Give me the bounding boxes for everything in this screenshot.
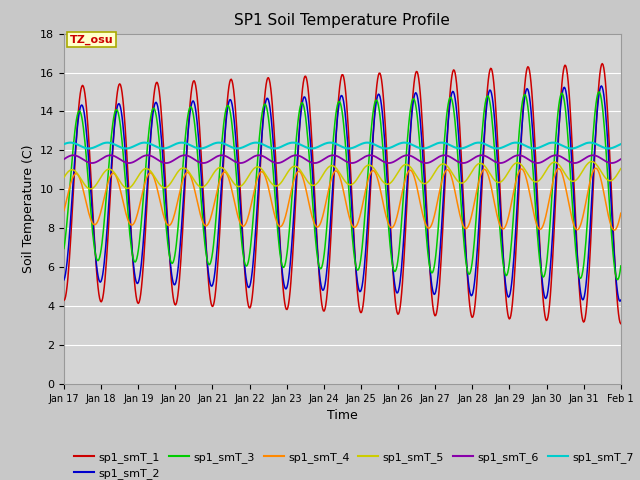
sp1_smT_5 — [428, 175, 435, 181]
sp1_smT_4 — [127, 222, 135, 228]
sp1_smT_4 — [617, 210, 625, 216]
sp1_smT_3 — [70, 136, 78, 142]
Legend: sp1_smT_1, sp1_smT_2, sp1_smT_3, sp1_smT_4, sp1_smT_5, sp1_smT_6, sp1_smT_7: sp1_smT_1, sp1_smT_2, sp1_smT_3, sp1_smT… — [70, 447, 638, 480]
sp1_smT_6 — [128, 160, 136, 166]
sp1_smT_7 — [70, 140, 78, 146]
sp1_smT_2 — [426, 269, 434, 275]
sp1_smT_4 — [60, 208, 68, 214]
sp1_smT_7 — [178, 140, 186, 145]
sp1_smT_7 — [127, 144, 135, 150]
sp1_smT_2 — [60, 277, 68, 283]
sp1_smT_5 — [214, 165, 222, 171]
Text: TZ_osu: TZ_osu — [70, 35, 113, 45]
sp1_smT_6 — [411, 155, 419, 161]
sp1_smT_1 — [410, 80, 418, 86]
sp1_smT_3 — [595, 89, 603, 95]
sp1_smT_3 — [127, 245, 135, 251]
sp1_smT_5 — [60, 175, 68, 180]
sp1_smT_4 — [426, 224, 434, 230]
sp1_smT_5 — [185, 169, 193, 175]
sp1_smT_6 — [71, 153, 79, 158]
sp1_smT_4 — [214, 187, 221, 192]
Line: sp1_smT_1: sp1_smT_1 — [64, 63, 621, 324]
sp1_smT_3 — [410, 96, 418, 102]
sp1_smT_6 — [70, 152, 77, 158]
sp1_smT_3 — [184, 112, 192, 118]
Title: SP1 Soil Temperature Profile: SP1 Soil Temperature Profile — [234, 13, 451, 28]
sp1_smT_7 — [60, 141, 68, 147]
sp1_smT_1 — [617, 321, 625, 326]
X-axis label: Time: Time — [327, 409, 358, 422]
sp1_smT_5 — [70, 168, 78, 173]
sp1_smT_1 — [184, 132, 192, 137]
sp1_smT_2 — [598, 83, 605, 89]
sp1_smT_7 — [617, 141, 625, 147]
sp1_smT_2 — [617, 297, 625, 303]
sp1_smT_1 — [426, 273, 434, 279]
sp1_smT_3 — [214, 198, 221, 204]
sp1_smT_1 — [70, 176, 78, 182]
sp1_smT_2 — [184, 131, 192, 136]
sp1_smT_5 — [588, 159, 595, 165]
sp1_smT_4 — [184, 169, 192, 175]
sp1_smT_6 — [214, 153, 222, 159]
sp1_smT_7 — [159, 145, 167, 151]
sp1_smT_6 — [607, 160, 615, 166]
sp1_smT_3 — [614, 277, 621, 283]
sp1_smT_7 — [186, 142, 193, 148]
Y-axis label: Soil Temperature (C): Soil Temperature (C) — [22, 144, 35, 273]
sp1_smT_6 — [428, 159, 435, 165]
Line: sp1_smT_3: sp1_smT_3 — [64, 92, 621, 280]
sp1_smT_7 — [428, 143, 436, 149]
sp1_smT_6 — [185, 153, 193, 159]
sp1_smT_2 — [410, 94, 418, 100]
sp1_smT_4 — [70, 172, 78, 178]
Line: sp1_smT_2: sp1_smT_2 — [64, 86, 621, 301]
sp1_smT_2 — [214, 243, 221, 249]
Line: sp1_smT_5: sp1_smT_5 — [64, 162, 621, 189]
sp1_smT_1 — [598, 60, 606, 66]
sp1_smT_3 — [426, 266, 434, 272]
sp1_smT_5 — [411, 170, 419, 176]
sp1_smT_3 — [617, 263, 625, 269]
sp1_smT_7 — [412, 144, 419, 149]
Line: sp1_smT_7: sp1_smT_7 — [64, 143, 621, 148]
sp1_smT_5 — [128, 183, 136, 189]
sp1_smT_1 — [214, 268, 221, 274]
sp1_smT_2 — [616, 299, 624, 304]
sp1_smT_6 — [617, 156, 625, 162]
sp1_smT_4 — [410, 173, 418, 179]
sp1_smT_3 — [60, 246, 68, 252]
sp1_smT_1 — [127, 234, 135, 240]
sp1_smT_7 — [215, 140, 223, 145]
sp1_smT_4 — [611, 227, 618, 233]
Line: sp1_smT_4: sp1_smT_4 — [64, 168, 621, 230]
sp1_smT_5 — [86, 186, 94, 192]
Line: sp1_smT_6: sp1_smT_6 — [64, 155, 621, 163]
sp1_smT_4 — [592, 165, 600, 171]
sp1_smT_2 — [70, 166, 78, 171]
sp1_smT_5 — [617, 166, 625, 171]
sp1_smT_6 — [60, 156, 68, 162]
sp1_smT_2 — [127, 238, 135, 244]
sp1_smT_1 — [60, 298, 68, 303]
